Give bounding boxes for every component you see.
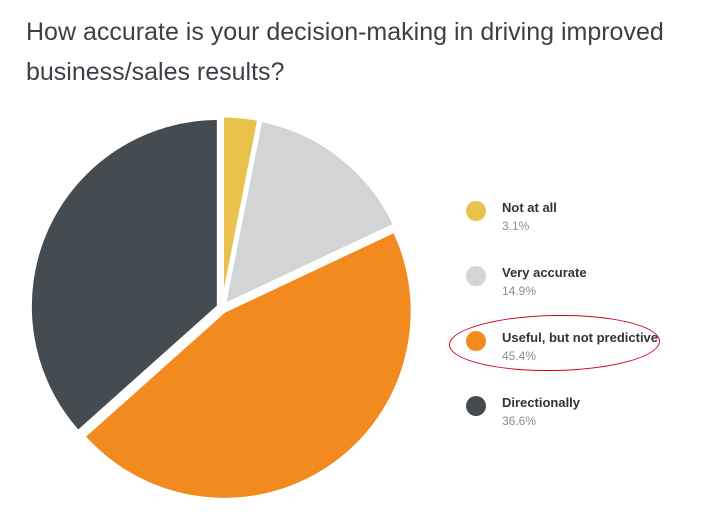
legend-label: Directionally: [502, 395, 581, 410]
legend-swatch: [466, 201, 486, 221]
legend-swatch: [466, 331, 486, 351]
legend-label: Not at all: [502, 200, 557, 215]
legend-label: Very accurate: [502, 265, 587, 280]
legend-swatch: [466, 266, 486, 286]
pie-slice-not-at-all: [220, 114, 261, 306]
pie-slice-very-accurate: [222, 118, 397, 307]
legend-swatch: [466, 396, 486, 416]
pie-slice-directionally: [28, 116, 220, 434]
legend-value: 14.9%: [502, 284, 537, 298]
legend-label: Useful, but not predictive: [502, 330, 659, 345]
legend-value: 36.6%: [502, 414, 537, 428]
chart-title: How accurate is your decision-making in …: [26, 18, 664, 86]
legend-value: 45.4%: [502, 349, 537, 363]
legend-value: 3.1%: [502, 219, 530, 233]
pie-slice-useful-but-not-predictive: [82, 229, 414, 501]
